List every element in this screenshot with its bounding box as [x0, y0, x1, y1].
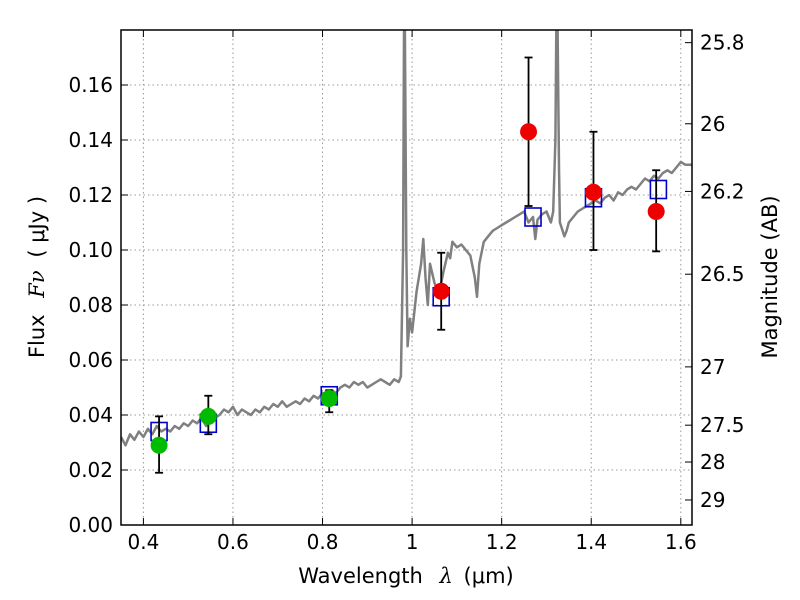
y-axis-unit: ( μJy ): [25, 196, 49, 258]
model-square: [524, 207, 542, 227]
y2-tick-label: 25.8: [700, 31, 745, 55]
x-tick-label: 1.4: [575, 530, 607, 554]
x-axis-label-text: Wavelength: [298, 564, 423, 588]
nir-point: [647, 203, 665, 220]
x-tick-label: 1.6: [665, 530, 697, 554]
ticks: 0.4 0.6 0.8 1 1.2 1.4 1.6 0.00 0.02 0.04 0.06 0.08 0…: [68, 30, 745, 554]
y-tick-label: 0.02: [68, 458, 113, 482]
optical-point: [320, 390, 338, 407]
y-tick-label: 0.10: [68, 238, 113, 262]
y-tick-label: 0.12: [68, 183, 113, 207]
x-tick-label: 0.6: [217, 530, 249, 554]
nir-point: [520, 123, 538, 141]
optical-point: [150, 436, 168, 454]
y-tick-label: 0.16: [68, 73, 113, 97]
y2-tick-label: 29: [700, 488, 725, 512]
optical-point: [199, 407, 217, 425]
x-tick-label: 0.8: [307, 530, 339, 554]
model-square: [649, 179, 668, 200]
plot-area: [121, 30, 692, 474]
y-tick-label: 0.14: [68, 128, 113, 152]
x-axis-unit: (μm): [464, 564, 514, 588]
nir-point: [584, 183, 602, 201]
y-tick-label: 0.08: [68, 293, 113, 317]
nir-point: [432, 282, 450, 300]
y-tick-label: 0.00: [68, 513, 113, 537]
y2-tick-label: 26: [700, 112, 725, 136]
spectrum-line: [121, 30, 692, 447]
y2-tick-label: 27.5: [700, 413, 745, 437]
y2-tick-label: 26.5: [700, 262, 745, 286]
x-axis-symbol: λ: [439, 564, 453, 588]
x-tick-label: 0.4: [127, 530, 159, 554]
y2-tick-label: 28: [700, 450, 725, 474]
y-axis-symbol: Fν: [25, 270, 49, 299]
x-axis-label: Wavelength λ (μm): [298, 564, 513, 588]
x-tick-label: 1: [406, 530, 419, 554]
plot-data: [121, 30, 692, 474]
y-axis-label-text: Flux: [25, 314, 49, 358]
x-tick-label: 1.2: [486, 530, 518, 554]
y2-tick-label: 26.2: [700, 179, 745, 203]
y-tick-label: 0.06: [68, 348, 113, 372]
y-axis-label: Flux Fν ( μJy ): [25, 196, 49, 358]
y2-axis-label: Magnitude (AB): [758, 195, 782, 358]
y2-tick-label: 27: [700, 355, 725, 379]
y-tick-label: 0.04: [68, 403, 113, 427]
axes-frame: [120, 29, 693, 526]
